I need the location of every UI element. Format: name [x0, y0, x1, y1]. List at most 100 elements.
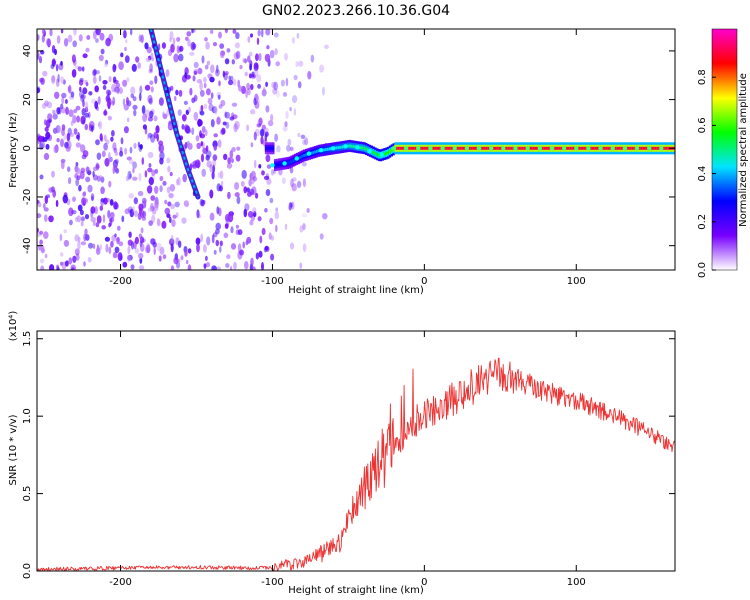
- noise-speck: [261, 170, 265, 176]
- noise-speck: [145, 246, 149, 253]
- noise-speck: [74, 248, 80, 256]
- noise-speck: [212, 154, 218, 161]
- noise-speck: [210, 64, 215, 74]
- noise-speck: [125, 39, 128, 44]
- colorbar-tick-label: 0.0: [697, 262, 708, 278]
- noise-speck: [83, 197, 88, 205]
- track-band-core: [593, 146, 596, 150]
- noise-speck: [289, 242, 295, 250]
- noise-speck: [213, 145, 217, 151]
- track-point: [476, 146, 482, 151]
- noise-speck: [51, 75, 56, 82]
- noise-speck: [265, 105, 270, 113]
- noise-speck: [289, 106, 292, 112]
- noise-speck: [201, 55, 205, 64]
- track-band-core: [578, 146, 581, 150]
- noise-speck: [95, 222, 100, 228]
- noise-speck: [55, 63, 59, 72]
- noise-speck: [149, 63, 153, 72]
- noise-speck: [112, 76, 117, 83]
- noise-speck: [104, 62, 108, 68]
- track-band-core: [620, 146, 623, 150]
- noise-speck: [322, 86, 325, 96]
- noise-speck: [65, 146, 71, 152]
- track-band-core: [532, 146, 536, 150]
- noise-speck: [132, 176, 138, 181]
- track-band-core: [594, 146, 598, 150]
- track-band-core: [274, 163, 277, 167]
- noise-speck: [96, 175, 101, 182]
- noise-speck: [253, 62, 259, 72]
- noise-speck: [43, 119, 47, 126]
- noise-speck: [114, 151, 119, 156]
- noise-speck: [94, 100, 99, 110]
- track-band-core: [654, 146, 658, 150]
- noise-speck: [203, 76, 207, 83]
- noise-speck: [229, 211, 233, 221]
- noise-speck: [250, 176, 255, 185]
- snr-frame: [36, 330, 676, 572]
- noise-speck: [43, 231, 49, 240]
- track-band-core: [480, 146, 483, 150]
- noise-speck: [207, 97, 213, 105]
- noise-speck: [222, 121, 227, 126]
- noise-speck: [60, 76, 65, 84]
- noise-speck: [265, 173, 270, 179]
- track-band-core: [481, 146, 485, 150]
- noise-speck: [76, 175, 81, 181]
- noise-speck: [108, 152, 111, 161]
- y-tick-label: 40: [22, 45, 33, 58]
- noise-speck: [234, 120, 240, 130]
- noise-speck: [271, 81, 277, 89]
- noise-speck: [319, 64, 325, 73]
- noise-speck: [186, 31, 192, 37]
- noise-speck: [140, 236, 145, 244]
- snr-x-label: Height of straight line (km): [288, 585, 424, 596]
- noise-speck: [82, 99, 85, 108]
- noise-speck: [264, 246, 270, 253]
- noise-speck: [104, 236, 110, 242]
- noise-speck: [92, 220, 96, 226]
- noise-speck: [247, 211, 254, 218]
- noise-speck: [233, 123, 238, 133]
- noise-speck: [249, 73, 252, 79]
- noise-speck: [147, 135, 150, 140]
- noise-speck: [240, 180, 245, 187]
- noise-speck: [82, 87, 88, 95]
- noise-speck: [182, 173, 187, 183]
- noise-speck: [204, 37, 208, 42]
- noise-speck: [231, 112, 235, 119]
- noise-speck: [75, 162, 79, 167]
- noise-speck: [98, 54, 104, 62]
- noise-speck: [71, 54, 76, 63]
- noise-speck: [264, 53, 271, 63]
- noise-speck: [109, 199, 114, 206]
- noise-speck: [273, 81, 279, 91]
- noise-speck: [138, 144, 143, 152]
- track-band-core: [346, 144, 350, 148]
- noise-speck: [204, 64, 209, 70]
- noise-speck: [110, 136, 114, 142]
- noise-speck: [90, 210, 94, 218]
- noise-speck: [144, 42, 149, 50]
- noise-speck: [237, 79, 241, 88]
- noise-speck: [85, 234, 90, 241]
- track-point: [647, 146, 652, 151]
- colorbar-bar: [711, 28, 738, 271]
- noise-speck: [108, 180, 112, 188]
- noise-speck: [95, 164, 100, 169]
- noise-speck: [251, 266, 256, 270]
- track-band-core: [434, 146, 437, 150]
- track-band-core: [505, 146, 508, 150]
- noise-speck: [95, 139, 100, 146]
- noise-speck: [284, 121, 288, 128]
- noise-speck: [133, 142, 137, 149]
- noise-speck: [68, 177, 72, 185]
- noise-speck: [300, 134, 306, 139]
- colorbar: 0.0 0.2 0.4 0.6 0.8 Normalized spectral ampl…: [697, 28, 749, 278]
- noise-speck: [178, 89, 183, 97]
- noise-speck: [150, 134, 156, 143]
- track-band-core: [602, 146, 605, 150]
- noise-speck: [257, 216, 262, 222]
- noise-speck: [276, 90, 280, 98]
